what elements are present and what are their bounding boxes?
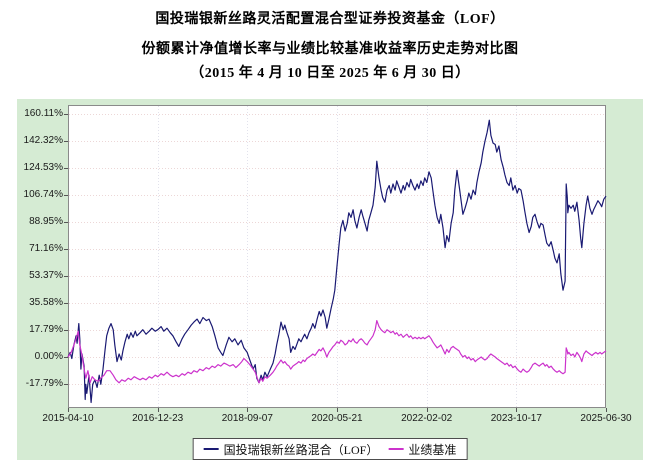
fund-title: 国投瑞银新丝路灵活配置混合型证券投资基金（LOF） <box>155 12 505 27</box>
y-axis-label: 142.32% <box>23 135 63 146</box>
y-axis-label: 53.37% <box>29 270 63 281</box>
y-axis-label: 160.11% <box>24 108 63 119</box>
x-axis-label: 2023-10-17 <box>490 413 542 424</box>
chart-date-range: （2015 年 4 月 10 日至 2025 年 6 月 30 日） <box>190 66 470 81</box>
y-axis-label: 124.53% <box>23 162 63 173</box>
chart-legend: 国投瑞银新丝路混合（LOF） 业绩基准 <box>192 438 468 460</box>
legend-label-fund: 国投瑞银新丝路混合（LOF） <box>223 442 379 457</box>
x-axis-label: 2022-02-02 <box>401 413 453 424</box>
y-axis-label: 71.16% <box>29 243 63 254</box>
benchmark-line-swatch <box>388 448 404 450</box>
chart-panel: 国投瑞银新丝路混合（LOF） 业绩基准 160.11% 142.32% 124.53… <box>17 99 643 460</box>
x-axis-label: 2025-06-30 <box>580 413 632 424</box>
legend-item-benchmark: 业绩基准 <box>388 441 456 458</box>
y-axis-label: 17.79% <box>29 324 63 335</box>
x-axis-label: 2016-12-23 <box>132 413 184 424</box>
y-axis-label: 35.58% <box>29 297 63 308</box>
fund-line-swatch <box>203 448 219 450</box>
y-axis-label: 106.74% <box>23 189 63 200</box>
x-axis-label: 2018-09-07 <box>221 413 273 424</box>
y-axis-label: 0.00% <box>34 351 63 362</box>
x-axis-label: 2020-05-21 <box>311 413 363 424</box>
legend-item-fund: 国投瑞银新丝路混合（LOF） <box>203 441 379 458</box>
y-axis-label: -17.79% <box>25 378 63 389</box>
x-axis-label: 2015-04-10 <box>42 413 94 424</box>
legend-label-benchmark: 业绩基准 <box>408 442 457 457</box>
y-axis-label: 88.95% <box>29 216 63 227</box>
plot-area <box>64 105 607 412</box>
chart-subtitle: 份额累计净值增长率与业绩比较基准收益率历史走势对比图 <box>141 42 519 57</box>
